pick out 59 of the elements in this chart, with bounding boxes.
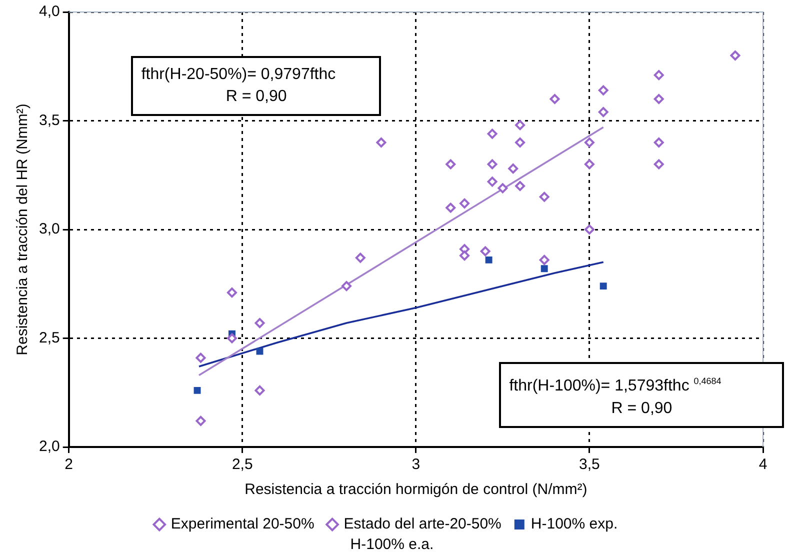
point	[355, 252, 366, 263]
point	[256, 348, 264, 355]
point	[196, 416, 206, 426]
annotation: fthr(H-20-50%)= 0,9797fthc R = 0,90	[141, 64, 337, 106]
point	[446, 202, 456, 213]
point	[539, 254, 550, 265]
point	[487, 128, 498, 139]
point	[480, 246, 490, 256]
point	[515, 181, 526, 191]
point	[446, 159, 456, 170]
point	[584, 159, 594, 170]
y-tick-label: 3,0	[38, 220, 60, 238]
point	[584, 138, 594, 148]
point	[196, 352, 206, 363]
legend-label: H-100% exp.	[530, 516, 618, 533]
point	[600, 282, 607, 290]
point	[487, 159, 498, 170]
y-tick-label: 2,5	[38, 329, 60, 346]
point	[539, 192, 550, 202]
point	[584, 224, 594, 234]
x-tick-label: 4	[758, 456, 768, 474]
point	[654, 94, 664, 104]
point	[730, 50, 740, 60]
point	[515, 120, 526, 130]
point	[226, 288, 237, 298]
point	[460, 198, 470, 208]
x-tick-label: 2,5	[232, 456, 253, 474]
text: H-100% e.a.	[350, 536, 434, 552]
point	[654, 138, 664, 148]
point	[376, 138, 386, 148]
x-tick-label: 3	[412, 456, 420, 474]
point	[226, 333, 237, 344]
point	[598, 107, 608, 118]
point	[487, 176, 498, 187]
y-tick-label: 4,0	[38, 3, 60, 20]
x-tick-label: 3,5	[579, 456, 600, 474]
point	[540, 265, 548, 272]
text-box: fthr(H-20-50%)= 0,9797fthc R = 0,90	[131, 56, 382, 116]
y-tick-label: 2,0	[38, 438, 60, 456]
point	[654, 159, 664, 170]
y-tick-label: 3,5	[38, 112, 60, 129]
point	[515, 138, 526, 148]
point	[485, 256, 492, 264]
point	[654, 70, 664, 80]
point	[460, 250, 470, 261]
point	[550, 94, 560, 104]
point	[342, 281, 352, 292]
point	[508, 164, 518, 174]
point	[254, 385, 265, 396]
point	[498, 183, 508, 194]
point	[194, 386, 201, 394]
x-tick-label: 2	[64, 456, 74, 474]
y-axis-title: Resistencia a tracción del HR (Nmm²)	[14, 104, 32, 356]
legend-label: Experimental 20-50%	[170, 516, 314, 533]
point	[254, 318, 265, 328]
point	[598, 85, 608, 96]
legend-label: Estado del arte-20-50%	[344, 516, 502, 533]
x-axis-title: Resistencia a tracción hormigón de control (N/mm²)	[244, 481, 588, 498]
text-box: fthr(H-100%)= 1,5793fthc $^{0,4684}$ R = 0,90	[499, 362, 784, 428]
